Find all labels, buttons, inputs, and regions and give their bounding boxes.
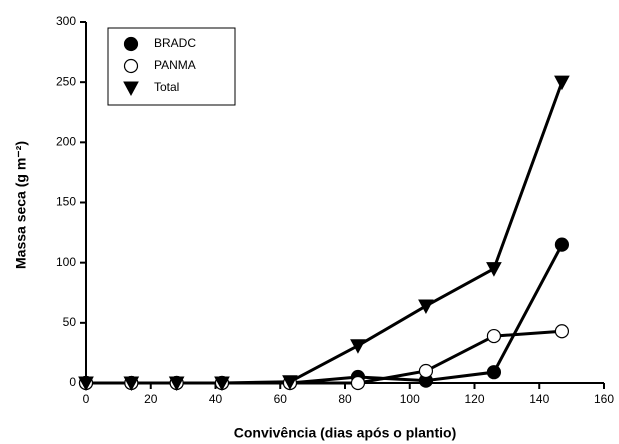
marker xyxy=(168,376,185,392)
marker xyxy=(282,375,298,390)
legend-label: Total xyxy=(154,80,179,94)
marker xyxy=(350,339,366,354)
marker xyxy=(554,75,570,91)
x-tick-label: 40 xyxy=(209,392,223,406)
y-tick-label: 200 xyxy=(56,135,76,149)
marker xyxy=(123,376,140,392)
x-tick-label: 160 xyxy=(594,392,614,406)
legend-label: PANMA xyxy=(154,58,196,72)
legend-label: BRADC xyxy=(154,36,196,50)
marker xyxy=(214,376,230,392)
x-tick-label: 120 xyxy=(464,392,484,406)
legend-marker xyxy=(123,58,139,74)
x-tick-label: 0 xyxy=(83,392,90,406)
y-tick-label: 0 xyxy=(69,375,76,389)
marker xyxy=(418,363,434,379)
x-tick-label: 80 xyxy=(338,392,352,406)
x-tick-label: 60 xyxy=(274,392,288,406)
y-tick-label: 250 xyxy=(56,74,76,88)
x-axis-title: Convivência (dias após o plantio) xyxy=(234,425,456,441)
legend-marker xyxy=(123,81,139,97)
y-axis-title: Massa seca (g m⁻²) xyxy=(13,141,29,269)
marker xyxy=(350,375,366,391)
legend-marker xyxy=(123,36,139,52)
y-tick-label: 150 xyxy=(56,195,76,209)
marker xyxy=(418,299,434,315)
x-tick-label: 100 xyxy=(400,392,420,406)
x-tick-label: 20 xyxy=(144,392,158,406)
y-tick-label: 100 xyxy=(56,255,76,269)
y-tick-label: 50 xyxy=(63,315,77,329)
marker xyxy=(78,376,94,392)
y-tick-label: 300 xyxy=(56,14,76,28)
x-tick-label: 140 xyxy=(529,392,549,406)
marker xyxy=(554,324,570,339)
marker xyxy=(486,365,502,380)
marker xyxy=(554,237,570,252)
marker xyxy=(486,262,502,277)
marker xyxy=(486,328,502,344)
